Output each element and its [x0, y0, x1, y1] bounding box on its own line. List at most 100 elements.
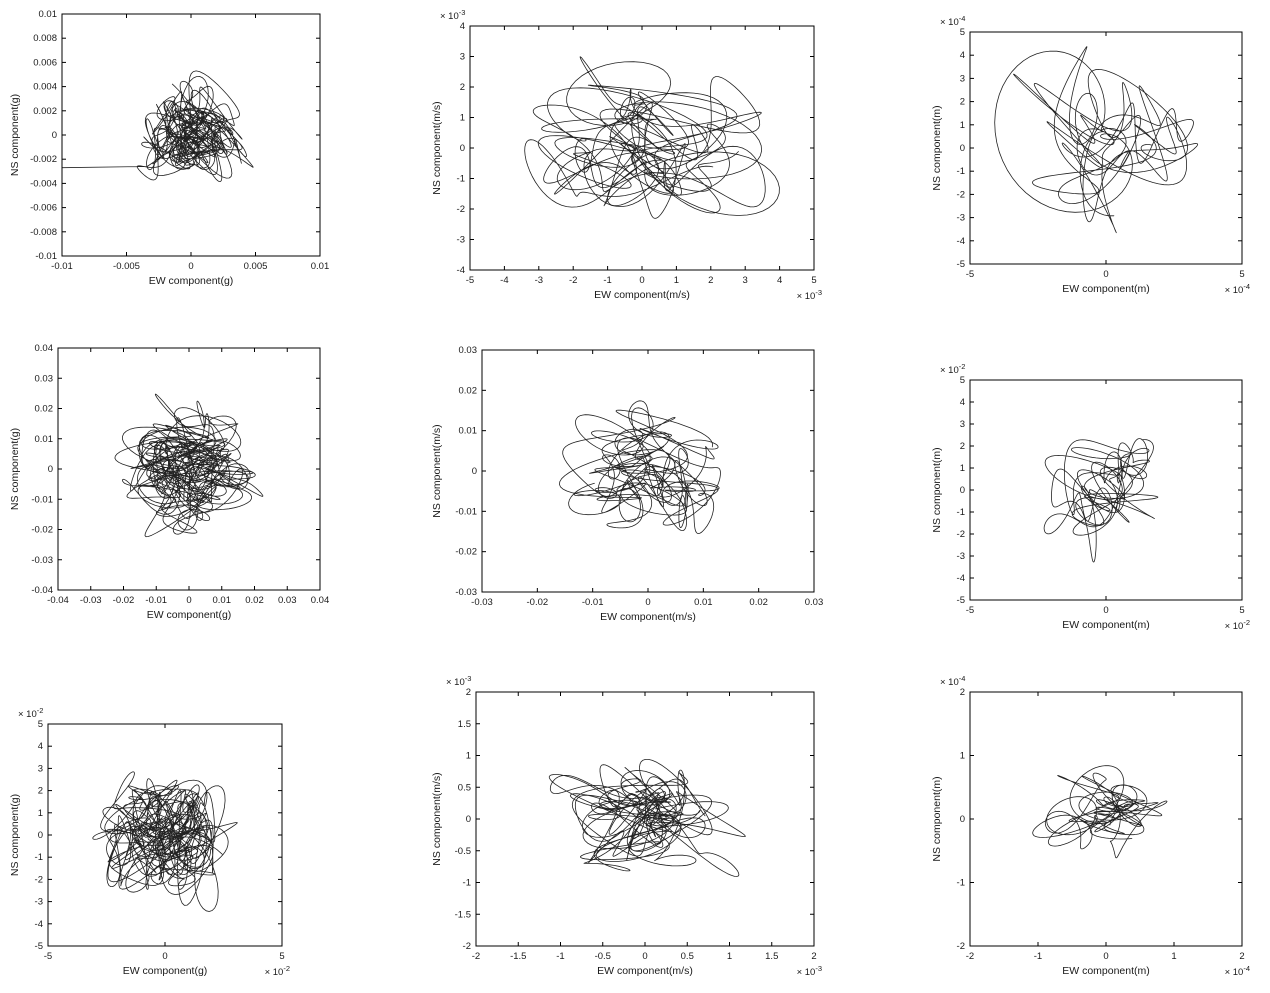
particle-motion-trace [994, 46, 1199, 234]
x-tick-label: 0.03 [278, 595, 297, 606]
particle-motion-trace [559, 400, 721, 534]
y-tick-label: -5 [957, 259, 965, 270]
y-tick-label: -2 [957, 189, 965, 200]
x-tick-label: -0.02 [113, 595, 135, 606]
y-tick-label: -1 [957, 878, 965, 889]
axis-exponent-label: × 10-2 [18, 706, 43, 720]
x-axis-label: EW component(g) [147, 609, 232, 621]
axis-exponent-label: × 10-3 [446, 674, 471, 688]
x-tick-label: -5 [44, 951, 52, 962]
particle-motion-trace [92, 771, 238, 912]
y-tick-label: -5 [957, 595, 965, 606]
y-tick-label: 1 [960, 751, 965, 762]
y-tick-label: 0.5 [458, 782, 471, 793]
x-tick-label: 0 [186, 595, 191, 606]
y-axis-label: NS component(m) [931, 105, 943, 190]
y-tick-label: 0 [472, 466, 477, 477]
x-tick-label: -5 [966, 269, 974, 280]
y-tick-label: 0.02 [35, 404, 54, 415]
y-tick-label: -0.006 [30, 203, 57, 214]
chart-svg-disp-record2: -5 0 5 5 4 3 2 1 0 -1 -2 -3 -4 -5 EW component(m) NS co… [931, 362, 1250, 632]
y-tick-label: -0.02 [455, 547, 477, 558]
y-axis-label: NS component(g) [9, 794, 21, 876]
x-tick-label: 1 [727, 951, 732, 962]
y-tick-label: -2 [35, 874, 43, 885]
y-axis-label: NS component(m) [931, 447, 943, 532]
y-tick-label: 0 [460, 143, 465, 154]
chart-svg-accel-record1: -0.01 -0.005 0 0.005 0.01 0.01 0.008 0.006 0.004… [9, 9, 330, 287]
x-axis-label: EW component(m/s) [600, 611, 696, 623]
x-tick-label: 1 [1171, 951, 1176, 962]
y-tick-label: 3 [960, 419, 965, 430]
x-tick-label: 0.01 [311, 261, 330, 272]
y-tick-label: 0 [466, 814, 471, 825]
x-tick-label: 0.01 [694, 597, 713, 608]
y-tick-label: 4 [960, 50, 965, 61]
y-tick-label: -0.004 [30, 178, 57, 189]
x-tick-label: 2 [1239, 951, 1244, 962]
x-tick-label: -1 [556, 951, 564, 962]
x-axis-label: EW component(m) [1062, 619, 1150, 631]
x-tick-label: 0.03 [805, 597, 824, 608]
x-axis-label: EW component(m) [1062, 283, 1150, 295]
chart-disp-record1: -5 0 5 5 4 3 2 1 0 -1 -2 -3 -4 -5 EW component(m) NS co… [928, 8, 1264, 308]
y-tick-label: -1 [35, 852, 43, 863]
y-tick-label: 4 [460, 21, 465, 32]
x-tick-label: 0.01 [213, 595, 232, 606]
y-tick-label: 2 [960, 687, 965, 698]
x-tick-label: 1.5 [765, 951, 778, 962]
chart-svg-disp-record1: -5 0 5 5 4 3 2 1 0 -1 -2 -3 -4 -5 EW component(m) NS co… [931, 14, 1250, 296]
y-axis-label: NS component(m/s) [431, 424, 443, 517]
y-tick-label: 5 [38, 719, 43, 730]
x-tick-label: -1 [603, 275, 611, 286]
y-tick-label: 4 [38, 741, 43, 752]
x-tick-label: -5 [966, 605, 974, 616]
chart-accel-record1: -0.01 -0.005 0 0.005 0.01 0.01 0.008 0.006 0.004… [6, 2, 336, 300]
y-tick-label: 0 [38, 830, 43, 841]
axis-exponent-label: × 10-2 [265, 964, 290, 978]
x-tick-label: -1.5 [510, 951, 526, 962]
y-tick-label: -3 [457, 235, 465, 246]
y-tick-label: 0.04 [35, 343, 54, 354]
y-tick-label: -1 [957, 166, 965, 177]
y-tick-label: 0.02 [459, 385, 478, 396]
x-tick-label: 0.02 [245, 595, 264, 606]
y-tick-label: 2 [960, 97, 965, 108]
x-tick-label: 5 [1239, 605, 1244, 616]
x-tick-label: 2 [708, 275, 713, 286]
chart-accel-record2: -0.04 -0.03 -0.02 -0.01 0 0.01 0.02 0.03 0.04 0.0… [6, 336, 336, 634]
y-tick-label: -1 [957, 507, 965, 518]
x-tick-label: -0.5 [595, 951, 611, 962]
x-tick-label: -0.03 [80, 595, 102, 606]
y-tick-label: 1.5 [458, 719, 471, 730]
y-tick-label: -1.5 [455, 909, 471, 920]
particle-motion-trace [524, 56, 780, 219]
x-tick-label: 5 [279, 951, 284, 962]
y-tick-label: -4 [457, 265, 465, 276]
axis-exponent-label: × 10-2 [940, 362, 965, 376]
axis-exponent-label: × 10-4 [940, 674, 965, 688]
x-tick-label: -0.01 [582, 597, 604, 608]
x-tick-label: -2 [966, 951, 974, 962]
y-axis-label: NS component(m) [931, 776, 943, 861]
x-tick-label: 0 [188, 261, 193, 272]
y-tick-label: 1 [38, 808, 43, 819]
x-tick-label: 0 [642, 951, 647, 962]
y-tick-label: -3 [957, 551, 965, 562]
particle-motion-trace [548, 759, 746, 877]
y-tick-label: 5 [960, 375, 965, 386]
particle-motion-trace [1043, 438, 1159, 563]
chart-vel-record1: -5 -4 -3 -2 -1 0 1 2 3 4 5 4 3 2 1 0 -1 -2 -3 -4 EW componen… [428, 2, 836, 314]
y-tick-label: 0.004 [33, 82, 57, 93]
x-tick-label: -0.03 [471, 597, 493, 608]
y-tick-label: -2 [957, 529, 965, 540]
particle-motion-trace [62, 70, 254, 182]
chart-svg-vel-record2: -0.03 -0.02 -0.01 0 0.01 0.02 0.03 0.03 0.02 0.01… [431, 345, 824, 623]
x-tick-label: -0.01 [145, 595, 167, 606]
chart-svg-disp-record3: -2 -1 0 1 2 2 1 0 -1 -2 EW component(m) NS componen… [931, 674, 1250, 978]
x-tick-label: -4 [500, 275, 508, 286]
x-tick-label: 2 [811, 951, 816, 962]
axes-box [57, 347, 321, 591]
chart-svg-vel-record3: -2 -1.5 -1 -0.5 0 0.5 1 1.5 2 2 1.5 1 0.5 0 -0.5 -1 -1.5… [431, 674, 822, 978]
